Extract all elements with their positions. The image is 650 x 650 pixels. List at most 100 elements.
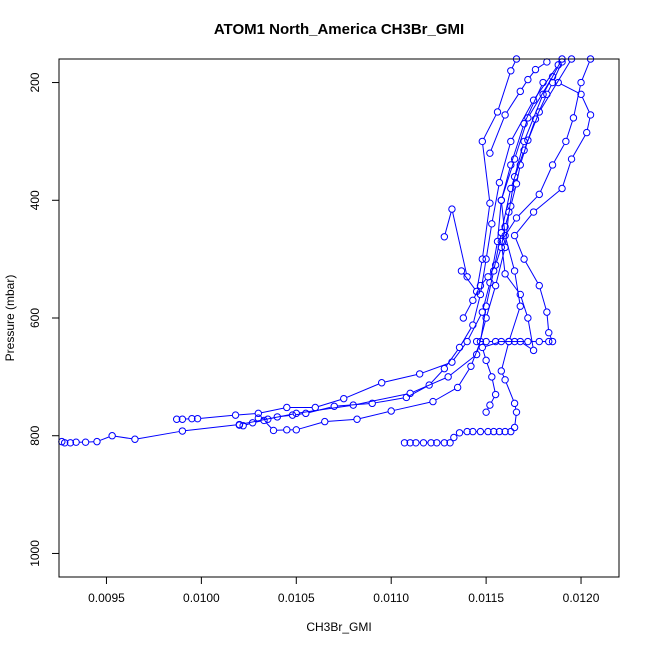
series-segment (549, 335, 552, 339)
series-segment (468, 314, 482, 339)
series-segment (490, 397, 495, 403)
series-segment (515, 238, 524, 257)
series-segment (337, 403, 370, 407)
series-layer (58, 55, 595, 447)
data-point (131, 435, 139, 443)
data-point (453, 383, 462, 392)
series-8 (472, 55, 595, 355)
series-segment (553, 64, 562, 80)
series-segment (516, 167, 521, 181)
data-point (476, 427, 485, 436)
data-point (491, 261, 500, 269)
data-point (302, 409, 310, 418)
series-segment (496, 250, 501, 263)
data-point (586, 111, 595, 119)
data-point (429, 397, 437, 406)
series-3 (235, 55, 576, 435)
series-segment (435, 388, 456, 401)
series-segment (566, 120, 573, 139)
data-point (469, 296, 477, 305)
series-segment (502, 373, 505, 378)
series-segment (524, 85, 543, 122)
data-point (488, 220, 496, 228)
data-point (72, 438, 80, 446)
data-point (535, 190, 543, 199)
series-segment (430, 370, 443, 384)
series-segment (536, 97, 546, 117)
series-segment (460, 327, 472, 345)
y-tick-label: 200 (28, 72, 42, 92)
series-segment (318, 399, 341, 408)
series-segment (539, 288, 547, 310)
series-segment (482, 206, 490, 257)
series-6 (478, 78, 595, 416)
series-segment (471, 344, 480, 364)
data-point (524, 337, 532, 346)
y-tick-label: 600 (28, 308, 42, 328)
data-point (248, 419, 257, 427)
data-point (491, 390, 500, 399)
data-point (495, 178, 504, 187)
data-point (457, 267, 466, 275)
series-segment (544, 61, 561, 92)
data-point (254, 409, 263, 418)
data-point (188, 414, 196, 423)
series-segment (375, 397, 404, 404)
data-point (577, 90, 585, 99)
data-point (283, 426, 291, 434)
series-segment (514, 144, 524, 174)
data-point (419, 439, 428, 447)
series-segment (501, 344, 509, 369)
data-point (497, 196, 506, 204)
chart-title: ATOM1 North_America CH3Br_GMI (214, 21, 464, 38)
data-point (539, 90, 547, 99)
series-segment (185, 424, 237, 432)
data-point (562, 137, 570, 146)
series-segment (572, 135, 586, 157)
series-segment (482, 144, 491, 201)
data-point (292, 409, 300, 418)
data-point (510, 155, 519, 163)
data-point (482, 356, 490, 365)
series-segment (480, 262, 487, 292)
series-segment (491, 185, 500, 221)
series-segment (299, 422, 322, 430)
data-point (512, 214, 521, 222)
data-point (321, 417, 329, 426)
x-tick-label: 0.0095 (88, 591, 125, 605)
series-segment (360, 411, 389, 419)
series-segment (501, 244, 506, 271)
data-point (463, 427, 471, 436)
data-point (524, 75, 532, 84)
data-point (440, 364, 449, 373)
data-point (497, 367, 506, 375)
series-segment (200, 414, 233, 419)
data-point (507, 161, 515, 169)
series-segment (356, 393, 408, 405)
series-7 (440, 55, 521, 296)
data-point (368, 399, 376, 408)
data-point (463, 273, 471, 281)
series-segment (529, 71, 534, 78)
series-segment (491, 379, 496, 392)
data-point (478, 255, 487, 263)
series-segment (511, 61, 516, 69)
data-point (178, 427, 187, 435)
data-point (501, 270, 509, 278)
data-point (520, 255, 528, 263)
series-segment (511, 126, 524, 163)
data-point (469, 427, 477, 436)
data-point (535, 337, 543, 346)
data-point (529, 346, 538, 355)
data-point (529, 208, 538, 216)
series-segment (445, 349, 459, 367)
series-segment (560, 83, 579, 94)
series-segment (506, 276, 519, 293)
data-point (340, 394, 348, 403)
data-point (463, 337, 471, 346)
data-point (378, 379, 386, 387)
data-point (482, 337, 490, 346)
data-point (440, 233, 449, 241)
data-point (273, 413, 282, 421)
data-point (484, 273, 492, 281)
